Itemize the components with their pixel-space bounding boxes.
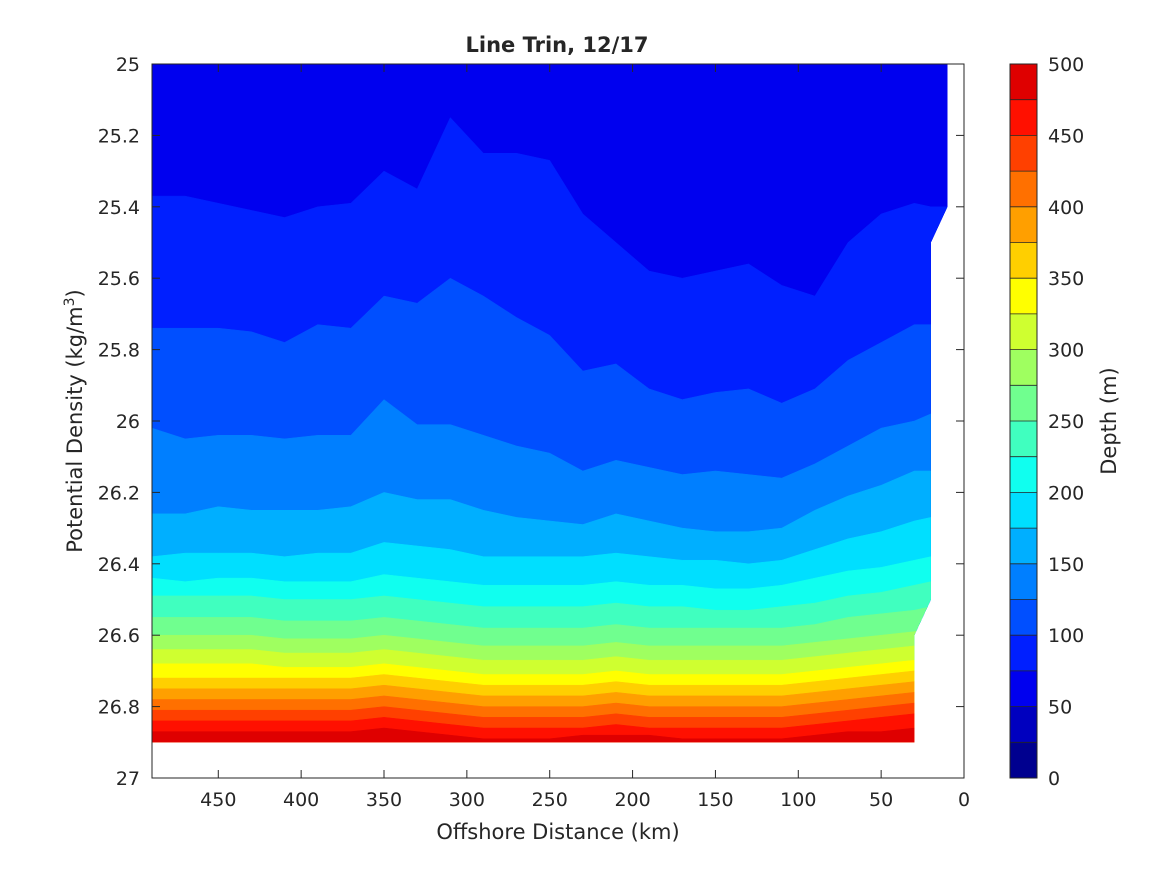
colorbar-tick-label: 100: [1048, 625, 1084, 647]
colorbar-swatch: [1010, 670, 1037, 707]
colorbar-swatch: [1010, 742, 1037, 778]
y-axis-label: Potential Density (kg/m3): [62, 289, 87, 553]
colorbar-swatch: [1010, 706, 1037, 743]
x-axis-ticks: 450 400 350 300 250 200 150 100 50 0: [200, 64, 970, 811]
y-tick-label: 26.8: [98, 697, 140, 719]
x-tick-label: 350: [366, 789, 402, 811]
chart-title: Line Trin, 12/17: [465, 33, 648, 57]
colorbar-swatch: [1010, 206, 1037, 243]
y-tick-label: 25.4: [98, 197, 140, 219]
colorbar-swatch: [1010, 349, 1037, 386]
y-tick-label: 25.6: [98, 268, 140, 290]
plot-area: [151, 63, 965, 779]
colorbar-swatch: [1010, 563, 1037, 600]
x-tick-label: 100: [780, 789, 816, 811]
colorbar-tick-label: 450: [1048, 125, 1084, 147]
y-tick-label: 26.4: [98, 554, 140, 576]
y-axis-label-main: Potential Density (kg/m: [63, 306, 87, 552]
y-axis-label-superscript: 3: [62, 297, 78, 306]
y-axis-ticks: 25 25.2 25.4 25.6 25.8 26 26.2 26.4 26.6 26.8 27: [98, 54, 964, 790]
colorbar-tick-label: 500: [1048, 54, 1084, 76]
colorbar-tick-label: 350: [1048, 268, 1084, 290]
colorbar-swatch: [1010, 599, 1037, 636]
colorbar-tick-label: 0: [1048, 768, 1060, 790]
colorbar: 0 50 100 150 200 250 300 350 400 450 500: [1009, 54, 1084, 790]
colorbar-swatch: [1010, 528, 1037, 564]
x-tick-label: 300: [449, 789, 485, 811]
y-axis-label-close: ): [63, 289, 87, 297]
colorbar-swatch: [1010, 99, 1037, 136]
colorbar-swatch: [1010, 242, 1037, 279]
x-tick-label: 450: [200, 789, 236, 811]
x-tick-label: 200: [614, 789, 650, 811]
x-tick-label: 250: [532, 789, 568, 811]
colorbar-label: Depth (m): [1097, 367, 1121, 474]
y-tick-label: 25.8: [98, 340, 140, 362]
y-tick-label: 27: [116, 768, 140, 790]
x-tick-label: 400: [283, 789, 319, 811]
y-tick-label: 25.2: [98, 125, 140, 147]
colorbar-swatch: [1010, 171, 1037, 207]
colorbar-swatch: [1010, 278, 1037, 314]
colorbar-swatch: [1010, 135, 1037, 172]
colorbar-swatch: [1010, 492, 1037, 529]
y-tick-label: 26.2: [98, 482, 140, 504]
y-tick-label: 26.6: [98, 625, 140, 647]
colorbar-swatch: [1010, 456, 1037, 493]
x-tick-label: 50: [869, 789, 893, 811]
x-axis-label: Offshore Distance (km): [436, 820, 679, 844]
colorbar-swatch: [1010, 635, 1037, 671]
colorbar-tick-label: 200: [1048, 482, 1084, 504]
x-tick-label: 0: [958, 789, 970, 811]
colorbar-swatch: [1010, 385, 1037, 421]
colorbar-tick-label: 50: [1048, 697, 1072, 719]
colorbar-tick-label: 400: [1048, 197, 1084, 219]
colorbar-tick-label: 300: [1048, 340, 1084, 362]
y-tick-label: 25: [116, 54, 140, 76]
x-tick-label: 150: [697, 789, 733, 811]
colorbar-swatch: [1010, 64, 1037, 100]
contour-fills: [152, 64, 948, 743]
y-tick-label: 26: [116, 411, 140, 433]
colorbar-tick-label: 150: [1048, 554, 1084, 576]
colorbar-swatch: [1010, 421, 1037, 457]
colorbar-tick-label: 250: [1048, 411, 1084, 433]
colorbar-swatch: [1010, 313, 1037, 350]
